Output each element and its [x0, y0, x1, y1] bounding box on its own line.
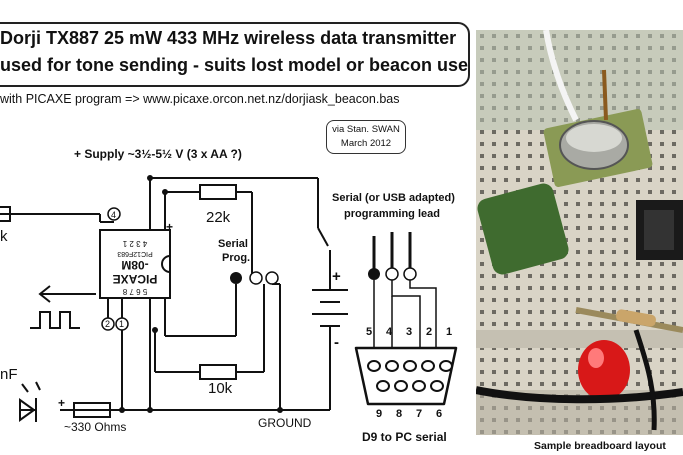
credit-line-2: March 2012	[340, 138, 392, 149]
supply-label: + Supply ~3½-5½ V (3 x AA ?)	[74, 147, 242, 161]
prog-terminal	[230, 272, 242, 284]
pin4-number: 4	[111, 210, 117, 220]
chip-label: 5 6 7 8 PICAXE -08M PIC12F683 4 3 2 1	[103, 232, 167, 296]
breadboard-photo-drawing	[476, 30, 683, 435]
switch-blade	[317, 227, 329, 247]
d9-pin-number: 5	[366, 326, 373, 338]
pin2-number: 2	[105, 319, 111, 329]
d9-pin-number: 4	[386, 326, 393, 338]
resistor-330-label: ~330 Ohms	[64, 420, 127, 434]
serial-prog-label: Serial	[218, 238, 248, 250]
chip-pins-top: 4 3 2 1	[122, 239, 148, 248]
battery-plus-label: +	[332, 268, 341, 285]
d9-pin-number: 3	[406, 326, 413, 338]
chip-name: PICAXE	[112, 272, 158, 286]
d9-pin-number: 1	[446, 326, 453, 338]
d9-connector	[354, 346, 458, 406]
pin2-circle	[101, 317, 115, 331]
title-box	[0, 22, 470, 87]
chip-plus-label: +	[166, 220, 174, 234]
pin1-number: 1	[119, 319, 125, 329]
battery-minus-label: -	[334, 334, 339, 351]
d9-pin-number: 2	[426, 326, 433, 338]
picaxe-chip	[99, 229, 171, 299]
chip-part: PIC12F683	[117, 250, 153, 257]
lead-pin	[403, 267, 417, 281]
d9-pin-number: 7	[416, 408, 423, 420]
serial-lead-label-2: programming lead	[344, 208, 440, 220]
title-line-2: used for tone sending - suits lost model…	[0, 55, 469, 75]
k-partial-label: k	[0, 228, 8, 245]
pin4-circle	[107, 207, 121, 221]
d9-pin-number: 9	[376, 408, 383, 420]
chip-variant: -08M	[121, 258, 149, 272]
credit-box: via Stan. SWAN March 2012	[326, 120, 406, 154]
d9-pin-number: 6	[436, 408, 443, 420]
serial-prog-label-2: Prog.	[222, 252, 251, 264]
led-plus-label: +	[58, 396, 66, 410]
lead-pin	[368, 268, 380, 280]
led-symbol	[19, 398, 36, 422]
lead-pin	[385, 267, 399, 281]
resistor-22k-label: 22k	[206, 209, 231, 226]
credit-line-1: via Stan. SWAN	[332, 124, 400, 135]
breadboard-photo	[476, 30, 683, 435]
resistor-10k-label: 10k	[208, 380, 233, 397]
d9-pin-number: 8	[396, 408, 403, 420]
pin1-circle	[115, 317, 129, 331]
nf-partial-label: nF	[0, 366, 18, 383]
program-note: with PICAXE program => www.picaxe.orcon.…	[0, 92, 400, 106]
prog-terminal	[249, 271, 263, 285]
title-line-1: Dorji TX887 25 mW 433 MHz wireless data …	[0, 28, 457, 48]
chip-pins-bottom: 5 6 7 8	[122, 287, 148, 296]
photo-caption: Sample breadboard layout	[534, 440, 666, 452]
d9-label: D9 to PC serial	[362, 430, 447, 444]
ground-label: GROUND	[258, 416, 312, 430]
prog-terminal	[265, 271, 279, 285]
serial-lead-label: Serial (or USB adapted)	[332, 192, 455, 204]
